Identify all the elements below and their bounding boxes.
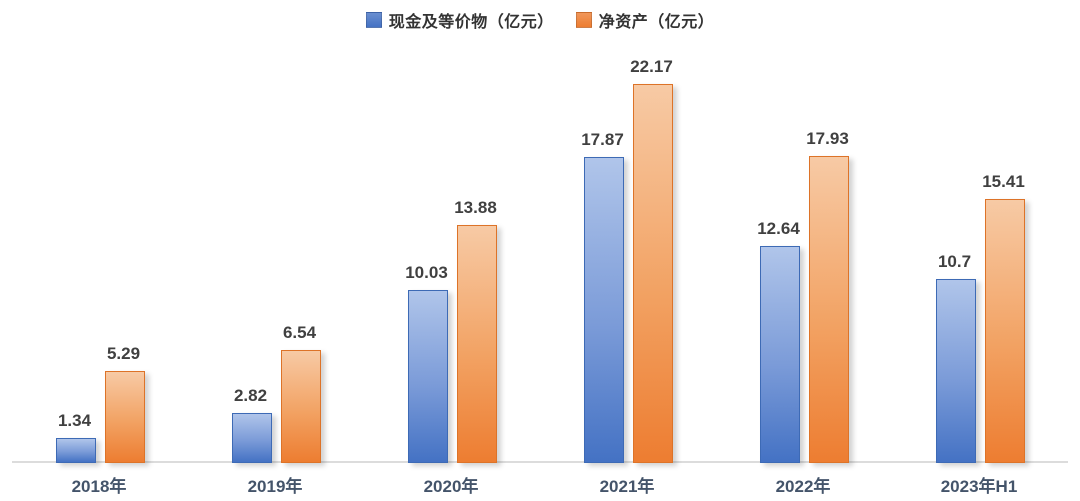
bar-series1-2021年 <box>632 84 673 463</box>
x-axis-label-2020年: 2020年 <box>423 477 479 496</box>
x-axis-label-2022年: 2022年 <box>775 477 831 496</box>
value-label-series0-2018年: 1.34 <box>57 411 92 430</box>
x-axis-label-2021年: 2021年 <box>599 477 655 496</box>
value-label-series1-2019年: 6.54 <box>282 323 317 342</box>
bar-series1-2018年 <box>104 371 145 463</box>
bar-series0-2019年 <box>231 413 272 463</box>
value-label-series0-2019年: 2.82 <box>233 386 268 405</box>
x-axis-label-2023年H1: 2023年H1 <box>940 477 1018 496</box>
chart-legend: 现金及等价物（亿元） 净资产（亿元） <box>0 8 1080 32</box>
value-label-series0-2023年H1: 10.7 <box>937 252 972 271</box>
bar-series0-2023年H1 <box>935 279 976 463</box>
value-label-series1-2022年: 17.93 <box>806 129 849 148</box>
bar-series0-2018年 <box>55 438 96 463</box>
legend-label-net-assets: 净资产（亿元） <box>598 14 715 31</box>
bar-series0-2021年 <box>583 157 624 463</box>
value-label-series1-2023年H1: 15.41 <box>982 172 1025 191</box>
x-axis-label-2018年: 2018年 <box>71 477 127 496</box>
bar-series0-2022年 <box>759 246 800 463</box>
x-axis-label-2019年: 2019年 <box>247 477 303 496</box>
legend-item-net-assets: 净资产（亿元） <box>575 8 715 32</box>
legend-item-cash: 现金及等价物（亿元） <box>365 8 554 32</box>
bar-series0-2020年 <box>407 290 448 463</box>
value-label-series0-2022年: 12.64 <box>757 219 800 238</box>
bar-series1-2022年 <box>808 156 849 463</box>
value-label-series0-2020年: 10.03 <box>405 263 448 282</box>
bar-series1-2023年H1 <box>984 199 1025 463</box>
x-axis-line <box>12 461 1068 463</box>
value-label-series1-2021年: 22.17 <box>630 57 673 76</box>
legend-label-cash: 现金及等价物（亿元） <box>388 14 554 31</box>
value-label-series1-2018年: 5.29 <box>106 344 141 363</box>
legend-swatch-orange-icon <box>575 12 592 28</box>
legend-swatch-blue-icon <box>365 12 382 28</box>
value-label-series0-2021年: 17.87 <box>581 130 624 149</box>
value-label-series1-2020年: 13.88 <box>454 198 497 217</box>
bar-series1-2019年 <box>280 350 321 463</box>
bar-series1-2020年 <box>456 225 497 463</box>
